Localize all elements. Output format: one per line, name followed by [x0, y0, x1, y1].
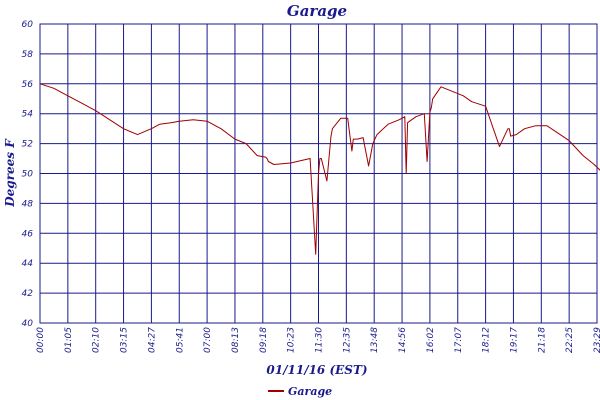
- x-tick-label: 07:00: [203, 327, 213, 353]
- y-tick-label: 40: [22, 319, 34, 329]
- x-tick-label: 17:07: [454, 327, 464, 353]
- y-tick-label: 44: [22, 259, 34, 269]
- x-tick-label: 09:18: [259, 327, 269, 353]
- x-tick-label: 04:27: [147, 327, 157, 353]
- y-tick-label: 58: [22, 50, 34, 60]
- x-tick-label: 19:17: [509, 327, 519, 353]
- y-tick-label: 46: [22, 229, 34, 239]
- x-tick-label: 03:15: [120, 327, 130, 353]
- x-tick-label: 22:25: [565, 327, 575, 353]
- x-tick-label: 13:48: [370, 327, 380, 353]
- x-tick-label: 10:23: [287, 327, 297, 353]
- x-axis-ticks: 00:00 01:05 02:10 03:15 04:27 05:41 07:00 08:13…: [36, 327, 600, 353]
- x-tick-label: 14:56: [398, 327, 408, 353]
- y-tick-label: 52: [22, 140, 34, 150]
- x-tick-label: 01:05: [64, 327, 74, 353]
- x-tick-label: 00:00: [36, 327, 46, 353]
- x-tick-label: 11:30: [315, 327, 325, 353]
- y-tick-label: 50: [22, 170, 34, 180]
- x-tick-label: 18:12: [482, 327, 492, 353]
- x-tick-label: 23:29: [593, 327, 600, 353]
- y-axis-ticks: 40 42 44 46 48 50 52 54 56 58 60: [22, 20, 34, 329]
- series-layer: [39, 83, 600, 255]
- x-axis-label: 01/11/16 (EST): [266, 363, 367, 377]
- y-axis-label: Degrees F: [3, 138, 17, 208]
- y-tick-label: 56: [22, 80, 34, 90]
- series-line-garage: [39, 83, 600, 255]
- plot-frame: [39, 23, 598, 324]
- x-tick-label: 08:13: [231, 327, 241, 353]
- chart-title: Garage: [287, 2, 347, 20]
- x-tick-label: 05:41: [175, 327, 185, 353]
- legend-label: Garage: [288, 385, 332, 398]
- x-tick-label: 21:18: [537, 327, 547, 353]
- y-tick-label: 42: [22, 289, 34, 299]
- y-tick-label: 54: [22, 110, 34, 120]
- y-tick-label: 60: [22, 20, 34, 30]
- x-tick-label: 12:35: [342, 327, 352, 353]
- x-tick-label: 02:10: [92, 327, 102, 353]
- x-tick-label: 16:02: [426, 327, 436, 353]
- y-tick-label: 48: [22, 199, 34, 209]
